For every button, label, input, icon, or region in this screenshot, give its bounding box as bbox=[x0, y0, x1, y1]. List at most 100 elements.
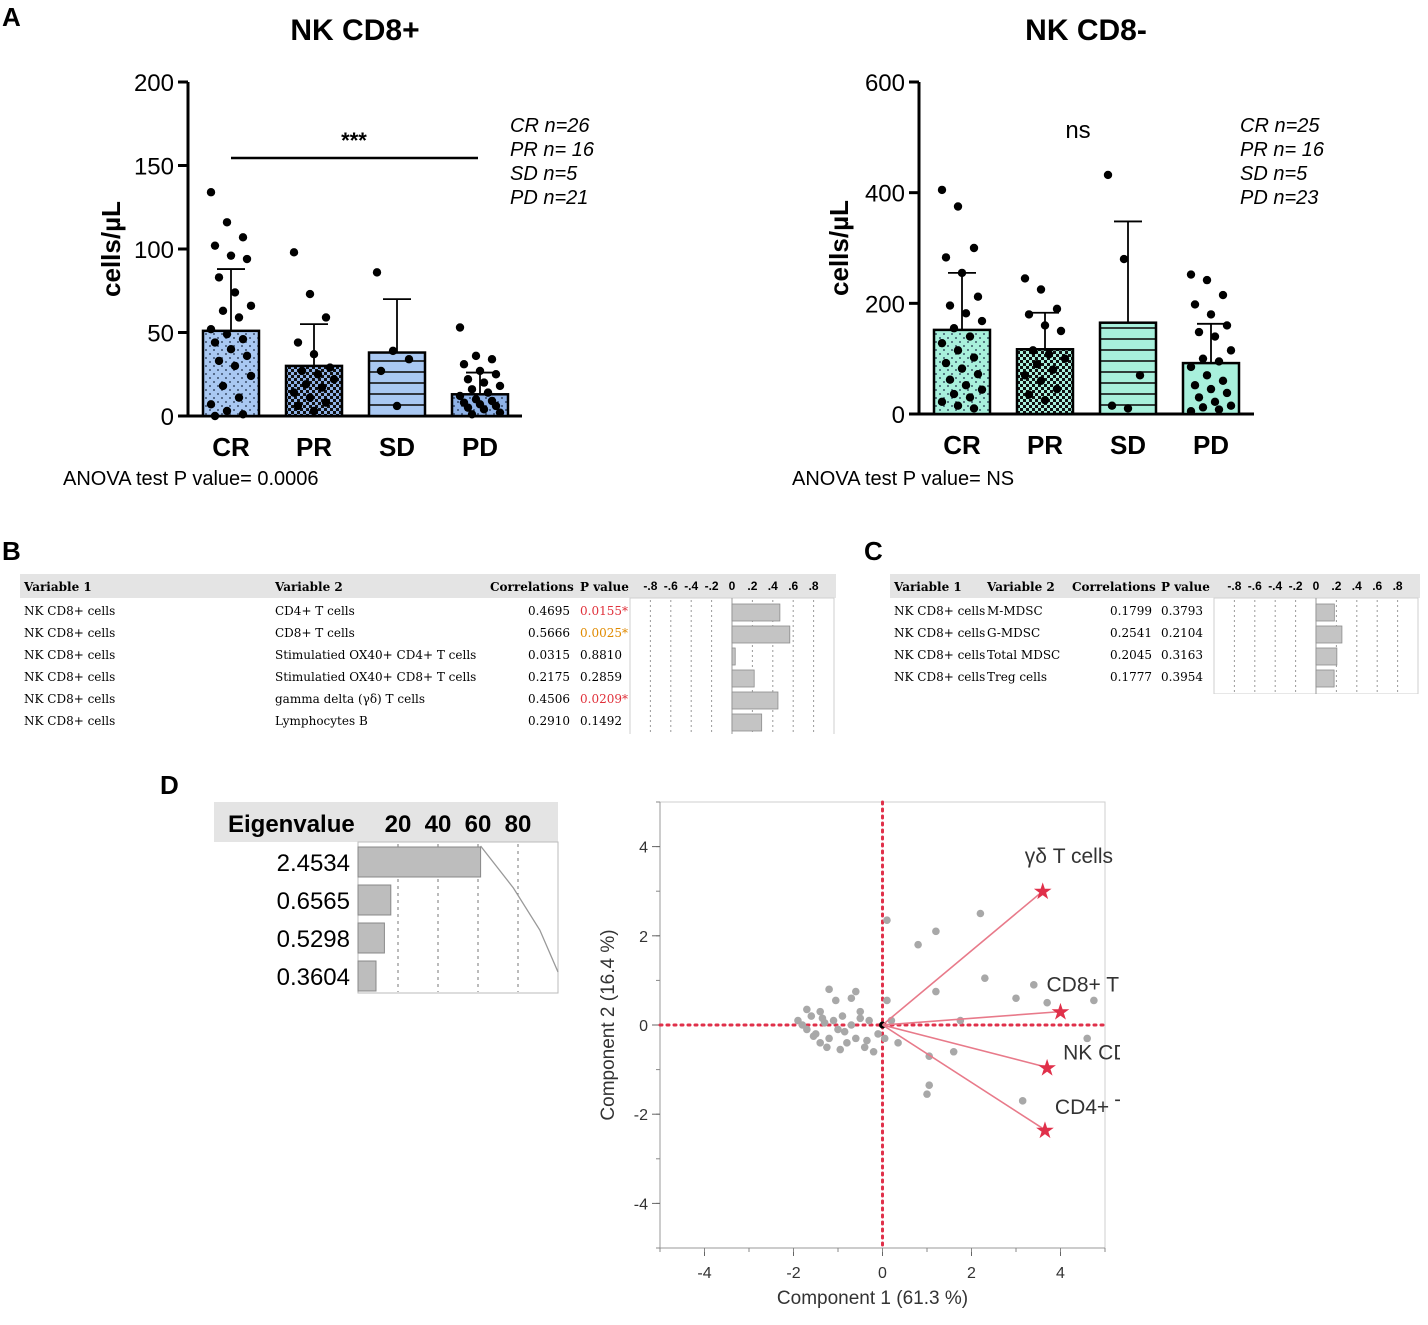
data-point-cr bbox=[238, 334, 248, 344]
data-point-pd bbox=[475, 366, 485, 376]
data-point-cr bbox=[937, 397, 947, 407]
correlation-axis-tick: -.2 bbox=[705, 579, 719, 593]
data-point-pr bbox=[1024, 390, 1034, 399]
score-point bbox=[932, 927, 940, 936]
score-point bbox=[818, 1014, 827, 1023]
score-point bbox=[883, 996, 891, 1005]
loading-label-t-cells: γδ T cells bbox=[1025, 845, 1113, 868]
data-point-sd bbox=[392, 401, 402, 411]
data-point-pd bbox=[491, 401, 501, 411]
score-point bbox=[880, 1034, 889, 1043]
data-point-pd bbox=[1186, 407, 1196, 416]
correlation-bar bbox=[731, 691, 779, 710]
data-point-cr bbox=[953, 401, 963, 410]
data-point-pr bbox=[1020, 371, 1030, 380]
score-point bbox=[981, 974, 989, 982]
data-point-pd bbox=[1210, 397, 1220, 407]
data-point-cr bbox=[246, 301, 256, 310]
data-point-pr bbox=[321, 398, 331, 407]
data-point-pr bbox=[329, 375, 339, 384]
anova-footnote: ANOVA test P value= 0.0006 bbox=[63, 468, 319, 490]
data-point-pd bbox=[1214, 405, 1224, 414]
data-point-sd bbox=[372, 268, 382, 277]
correlation-table-c: Variable 1 Variable 2 Correlations P val… bbox=[890, 574, 1420, 694]
x-tick-label-sd: SD bbox=[379, 432, 415, 462]
y-tick-label: 400 bbox=[865, 181, 905, 208]
data-point-cr bbox=[226, 251, 236, 260]
data-point-pr bbox=[1056, 326, 1066, 336]
data-point-cr bbox=[230, 361, 240, 371]
cell-variable-1: NK CD8+ cells bbox=[24, 648, 116, 662]
data-point-cr bbox=[206, 188, 216, 197]
cell-variable-2: Stimulatied OX40+ CD8+ T cells bbox=[275, 670, 477, 684]
x-tick-label: -2 bbox=[786, 1265, 800, 1282]
eigenvalue-chart: Eigenvalue 20 40 60 80 2.4534 0.6565 0.5298 0.36… bbox=[214, 802, 559, 994]
score-point bbox=[883, 916, 891, 924]
eigen-axis-tick: 60 bbox=[465, 811, 492, 838]
sample-size-label: SD n=5 bbox=[510, 163, 578, 185]
data-point-cr bbox=[969, 243, 979, 253]
data-point-pr bbox=[289, 248, 299, 257]
loading-label-nk-cd8: NK CD8+ bbox=[1063, 1041, 1120, 1064]
x-tick-label-pd: PD bbox=[462, 432, 498, 462]
cell-correlation: 0.1777 bbox=[1110, 670, 1152, 684]
loading-vector bbox=[882, 1010, 1061, 1026]
y-tick-label: 200 bbox=[134, 70, 174, 97]
data-point-pd bbox=[1226, 346, 1236, 355]
cell-variable-1: NK CD8+ cells bbox=[894, 604, 986, 618]
correlation-table-b: Variable 1 Variable 2 Correlations P val… bbox=[20, 574, 836, 734]
y-axis-label: cells/µL bbox=[824, 200, 854, 296]
data-point-cr bbox=[214, 356, 224, 366]
eigen-axis-tick: 80 bbox=[505, 811, 532, 838]
score-point bbox=[1090, 996, 1098, 1005]
data-point-cr bbox=[945, 375, 955, 384]
data-point-cr bbox=[222, 218, 232, 227]
y-tick-label: 4 bbox=[639, 840, 648, 857]
data-point-pr bbox=[1036, 285, 1046, 294]
data-point-cr bbox=[218, 381, 228, 391]
cell-correlation: 0.5666 bbox=[528, 626, 570, 640]
data-point-cr bbox=[210, 241, 220, 250]
loading-vector bbox=[882, 1024, 1048, 1069]
cell-variable-2: Treg cells bbox=[987, 670, 1047, 684]
cell-p-value: 0.8810 bbox=[580, 648, 622, 662]
data-point-cr bbox=[961, 309, 971, 318]
header-correlations: Correlations bbox=[490, 580, 574, 594]
cell-p-value: 0.3954 bbox=[1161, 670, 1203, 684]
data-point-pr bbox=[309, 406, 319, 416]
cell-variable-2: M-MDSC bbox=[987, 604, 1043, 618]
header-p-value: P value bbox=[580, 580, 629, 594]
correlation-bar bbox=[1315, 669, 1335, 688]
data-point-cr bbox=[246, 371, 256, 381]
x-tick-label: -4 bbox=[697, 1265, 711, 1282]
loading-vector bbox=[881, 890, 1044, 1026]
score-point bbox=[852, 1034, 860, 1043]
cell-variable-2: Lymphocytes B bbox=[275, 714, 368, 728]
data-point-pd bbox=[1194, 327, 1204, 337]
score-point bbox=[856, 1007, 865, 1016]
sample-size-label: SD n=5 bbox=[1240, 163, 1308, 185]
data-point-pr bbox=[1020, 274, 1030, 283]
eigen-axis-tick: 40 bbox=[425, 811, 452, 838]
score-point bbox=[807, 1012, 816, 1020]
data-point-pd bbox=[1206, 384, 1216, 394]
loading-marker: ★ bbox=[1036, 1120, 1054, 1142]
correlation-axis-tick: .6 bbox=[788, 579, 798, 593]
correlation-axis-tick: -.4 bbox=[684, 579, 698, 593]
cell-correlation: 0.2175 bbox=[528, 670, 570, 684]
data-point-cr bbox=[945, 301, 955, 310]
score-point bbox=[1012, 994, 1020, 1003]
data-point-pd bbox=[463, 375, 473, 384]
cell-correlation: 0.2045 bbox=[1110, 648, 1152, 662]
score-point bbox=[831, 996, 840, 1005]
score-point bbox=[834, 1025, 842, 1034]
eigenvalue-label: 0.5298 bbox=[277, 926, 350, 953]
data-point-pd bbox=[455, 323, 465, 332]
data-point-cr bbox=[961, 381, 971, 390]
score-point bbox=[949, 1047, 958, 1056]
data-point-pd bbox=[1206, 310, 1216, 319]
correlation-bars-b: -.8 -.6 -.4 -.2 0 .2 .4 .6 .8 bbox=[629, 579, 835, 734]
score-point bbox=[852, 987, 860, 996]
correlation-axis-tick: -.6 bbox=[664, 579, 678, 593]
cell-p-value: 0.0155* bbox=[580, 604, 628, 618]
